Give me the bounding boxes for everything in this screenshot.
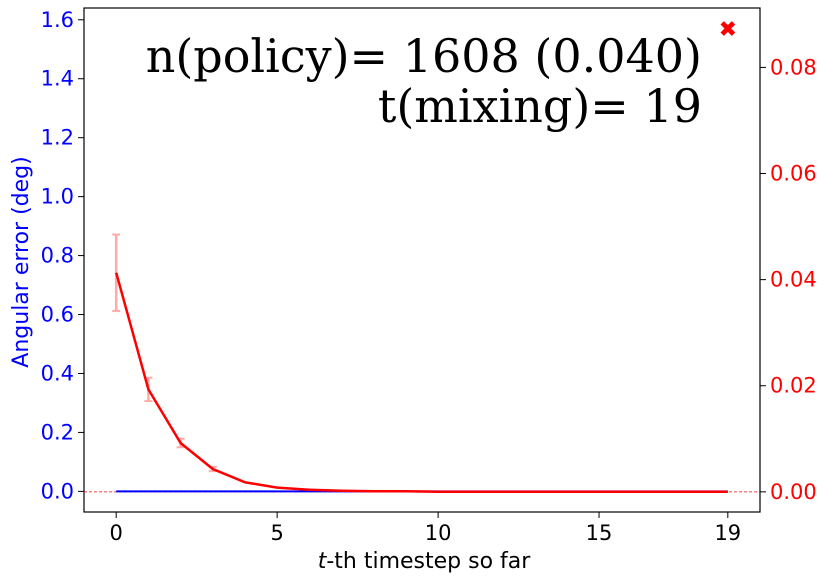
left-tick-label: 1.4	[41, 67, 74, 91]
plot-border	[83, 7, 761, 513]
series-layer: ✖	[84, 18, 760, 494]
x-tick-label: 15	[586, 521, 613, 545]
x-tick-label: 10	[425, 521, 452, 545]
left-tick-label: 1.2	[41, 126, 74, 150]
x-tick-label: 0	[110, 521, 123, 545]
x-axis-label: t-th timestep so far	[318, 549, 532, 574]
right-tick-label: 0.04	[770, 268, 817, 292]
annotation-policy-count: n(policy)= 1608 (0.040)	[146, 29, 702, 83]
x-axis-label-rest: -th timestep so far	[326, 549, 531, 574]
right-tick-label: 0.02	[770, 374, 817, 398]
right-tick-label: 0.06	[770, 162, 817, 186]
left-tick-label: 0.0	[41, 479, 74, 503]
right-tick-label: 0.08	[770, 55, 817, 79]
tick-layer: 0 5 10 15 19 0.0 0.2 0.4 0.6 0.8 1.0 1.2 1.4 1.6 0.00 0…	[41, 8, 817, 545]
right-tick-label: 0.00	[770, 480, 817, 504]
mixing-marker: ✖	[719, 18, 737, 43]
left-tick-label: 0.8	[41, 244, 74, 268]
x-tick-label: 5	[270, 521, 283, 545]
left-tick-label: 0.2	[41, 420, 74, 444]
plot-frame	[83, 7, 761, 513]
x-tick-label: 19	[714, 521, 741, 545]
left-tick-label: 0.4	[41, 361, 74, 385]
secondary-metric-line	[114, 272, 728, 494]
x-axis-label-italic: t	[318, 549, 328, 574]
left-tick-label: 1.6	[41, 8, 74, 32]
y-axis-label-left: Angular error (deg)	[9, 156, 34, 367]
annotation-mixing-time: t(mixing)= 19	[378, 79, 702, 133]
left-tick-label: 1.0	[41, 185, 74, 209]
left-tick-label: 0.6	[41, 303, 74, 327]
